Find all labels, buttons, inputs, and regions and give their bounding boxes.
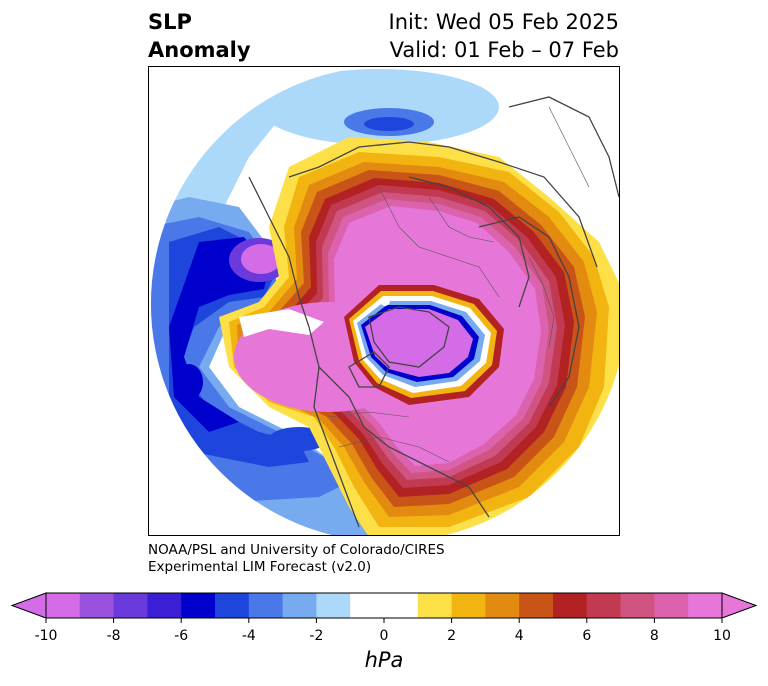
anomaly-fill bbox=[151, 67, 619, 535]
credit-line-1: NOAA/PSL and University of Colorado/CIRE… bbox=[148, 542, 445, 558]
coastline-europe bbox=[478, 216, 580, 408]
negative-gulf-alaska-center bbox=[241, 244, 281, 274]
colorbar-segment bbox=[417, 593, 453, 618]
coastline-asia-east bbox=[508, 96, 619, 198]
border-europe bbox=[528, 256, 555, 348]
political-borders bbox=[328, 106, 590, 463]
negative-siberia-core bbox=[364, 117, 414, 131]
coastlines bbox=[248, 96, 619, 528]
valid-range: Valid: 01 Feb – 07 Feb bbox=[389, 38, 619, 62]
border-canada bbox=[328, 411, 410, 418]
colorbar-segment bbox=[688, 593, 723, 618]
colorbar-segment bbox=[79, 593, 115, 618]
colorbar-tick-label: 0 bbox=[379, 628, 389, 644]
colorbar-segment bbox=[485, 593, 520, 618]
border-usa bbox=[338, 436, 450, 463]
colorbar-segment bbox=[620, 593, 655, 618]
negative-pacific-core bbox=[169, 237, 269, 432]
colorbar-tick-label: 10 bbox=[713, 628, 731, 644]
colorbar-segment bbox=[147, 593, 182, 618]
arctic-low-center bbox=[365, 309, 473, 377]
colorbar-segment bbox=[248, 593, 284, 618]
title-quantity: Anomaly bbox=[148, 38, 251, 62]
colorbar-segment bbox=[451, 593, 486, 618]
coastline-north-america-west bbox=[248, 176, 360, 528]
colorbar-segment bbox=[316, 593, 351, 618]
border-asia bbox=[548, 106, 590, 188]
credit-line-2: Experimental LIM Forecast (v2.0) bbox=[148, 559, 372, 575]
colorbar-segment bbox=[46, 593, 81, 618]
title-block-right: Init: Wed 05 Feb 2025 Valid: 01 Feb – 07… bbox=[389, 8, 619, 64]
negative-central-pacific-center bbox=[175, 364, 203, 400]
coastline-greenland bbox=[368, 306, 450, 368]
colorbar-segment bbox=[519, 593, 554, 618]
colorbar-tick-label: -6 bbox=[174, 628, 189, 644]
coastline-arctic-outer bbox=[288, 141, 598, 268]
colorbar-tick-label: 4 bbox=[514, 628, 524, 644]
colorbar-extend-min bbox=[10, 592, 47, 619]
colorbar-extend-max bbox=[721, 592, 758, 619]
coastline-north-america-south bbox=[318, 366, 490, 518]
colorbar-segment bbox=[181, 593, 216, 618]
border-2 bbox=[428, 196, 495, 243]
anomaly-map-svg bbox=[151, 67, 619, 535]
colorbar-segment bbox=[384, 593, 419, 618]
negative-siberia-outer bbox=[259, 69, 499, 145]
colorbar-tick-label: -4 bbox=[241, 628, 256, 644]
colorbar bbox=[10, 592, 758, 623]
zero-gap-west bbox=[239, 309, 324, 337]
colorbar-segment bbox=[654, 593, 689, 618]
title-variable: SLP bbox=[148, 10, 192, 34]
colorbar-segment bbox=[282, 593, 317, 618]
coastline-siberia bbox=[408, 176, 530, 308]
colorbar-tick-label: 8 bbox=[649, 628, 659, 644]
colorbar-tick-label: -8 bbox=[106, 628, 121, 644]
coastline-baffin bbox=[348, 351, 390, 388]
north-pole-marker bbox=[380, 296, 390, 306]
anomaly-map bbox=[148, 66, 620, 536]
colorbar-tick-label: -10 bbox=[34, 628, 58, 644]
colorbar-segment bbox=[553, 593, 588, 618]
colorbar-segment bbox=[215, 593, 250, 618]
colorbar-segment bbox=[586, 593, 622, 618]
colorbar-tick-label: 6 bbox=[582, 628, 592, 644]
colorbar-tick-label: -2 bbox=[309, 628, 324, 644]
colorbar-segment bbox=[350, 593, 385, 618]
init-date: Init: Wed 05 Feb 2025 bbox=[388, 10, 619, 34]
colorbar-tick-label: 2 bbox=[447, 628, 457, 644]
border-1 bbox=[378, 186, 500, 298]
title-block-left: SLP Anomaly bbox=[148, 8, 251, 64]
colorbar-segment bbox=[113, 593, 148, 618]
credit-text: NOAA/PSL and University of Colorado/CIRE… bbox=[148, 542, 445, 576]
colorbar-unit-label: hPa bbox=[364, 648, 404, 672]
